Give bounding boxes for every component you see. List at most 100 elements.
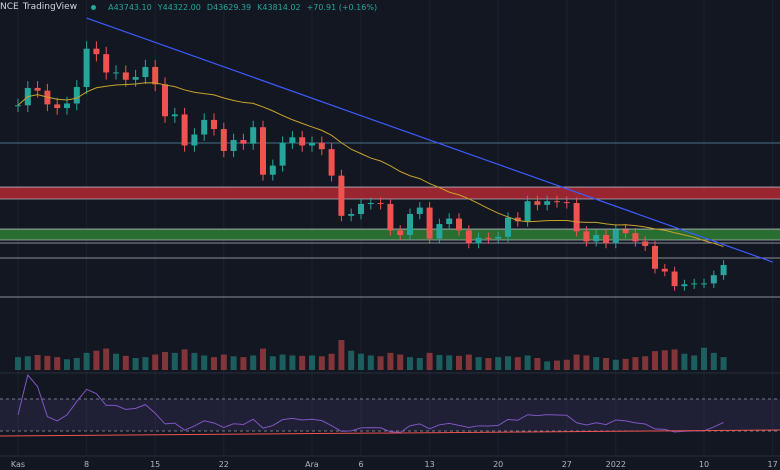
candle-body <box>593 234 600 242</box>
volume-bar <box>652 351 658 370</box>
candle-body <box>103 54 110 73</box>
time-axis-label: 13 <box>425 460 435 469</box>
volume-bar <box>524 355 531 370</box>
candle-body <box>348 213 355 216</box>
candle-body <box>73 87 80 104</box>
volume-bar <box>269 356 276 370</box>
candle-body <box>338 175 345 216</box>
volume-bar <box>495 357 502 370</box>
candle-body <box>573 203 580 232</box>
time-axis-label: Ara <box>305 460 319 469</box>
volume-bar <box>122 355 129 370</box>
time-axis-label: 6 <box>358 460 363 469</box>
candle-body <box>15 105 21 107</box>
candle-body <box>661 268 668 272</box>
candle-body <box>505 217 511 237</box>
volume-bar <box>318 356 325 370</box>
time-axis-label: 10 <box>699 460 709 469</box>
candle-body <box>387 203 394 231</box>
volume-bar <box>407 357 413 370</box>
candle-body <box>279 142 286 166</box>
volume-bar <box>191 352 198 370</box>
candle-body <box>367 203 374 205</box>
rsi-band <box>0 399 780 431</box>
candle-body <box>524 201 531 222</box>
volume-bar <box>573 354 580 370</box>
volume-bar <box>211 357 217 370</box>
candle-body <box>309 142 315 146</box>
volume-bar <box>691 355 698 370</box>
candle-body <box>426 207 433 239</box>
candle-body <box>377 203 384 205</box>
volume-bar <box>34 355 41 370</box>
candle-body <box>220 129 227 151</box>
candle-body <box>583 231 590 242</box>
candle-body <box>201 119 208 135</box>
candle-body <box>446 218 453 225</box>
volume-bar <box>544 361 551 370</box>
volume-bar <box>436 355 443 370</box>
source: TradingView <box>22 2 78 12</box>
candle-body <box>534 201 541 205</box>
candle-body <box>514 217 521 222</box>
volume-bar <box>387 352 394 370</box>
volume-bar <box>671 349 678 370</box>
volume-bar <box>83 352 90 370</box>
volume-bar <box>377 356 384 370</box>
volume-bar <box>93 350 100 370</box>
volume-bar <box>113 353 119 370</box>
volume-bar <box>583 355 590 370</box>
candle-body <box>318 142 325 150</box>
volume-bar <box>260 348 266 370</box>
candle-body <box>211 119 217 130</box>
time-axis-label: 2022 <box>606 460 626 469</box>
volume-bar <box>446 355 453 370</box>
volume-bar <box>465 354 472 370</box>
volume-bar <box>681 353 688 370</box>
volume-bar <box>416 358 423 370</box>
candle-body <box>632 233 639 242</box>
candle-body <box>397 230 404 235</box>
candle-body <box>132 77 139 80</box>
volume-bar <box>162 352 168 370</box>
candle-body <box>122 72 129 80</box>
volume-bar <box>328 353 335 370</box>
time-axis-label: 17 <box>768 460 778 469</box>
time-axis-label: 27 <box>562 460 572 469</box>
volume-bar <box>44 355 51 370</box>
volume-bar <box>701 347 707 370</box>
volume-bar <box>720 357 727 370</box>
candle-body <box>456 218 462 231</box>
volume-bar <box>622 358 629 370</box>
time-axis-label: Kas <box>11 460 25 469</box>
volume-bar <box>554 360 560 370</box>
ohlc-close: K43814.02 <box>257 2 301 12</box>
candle-body <box>671 271 678 287</box>
volume-bar <box>367 355 374 370</box>
candle-body <box>191 134 198 146</box>
candle-body <box>240 140 247 144</box>
candle-body <box>142 66 149 77</box>
status-dot-icon <box>91 4 97 10</box>
volume-bar <box>73 358 80 370</box>
candle-body <box>407 213 413 235</box>
ohlc-open: A43743.10 <box>108 2 152 12</box>
volume-bar <box>514 357 521 370</box>
volume-bar <box>171 352 178 370</box>
volume-bar <box>603 358 609 370</box>
volume-bar <box>612 359 619 370</box>
candle-body <box>83 48 90 88</box>
candle-body <box>563 202 570 204</box>
volume-bar <box>240 357 247 370</box>
volume-bar <box>142 357 149 370</box>
volume-bar <box>632 357 639 370</box>
volume-bar <box>279 354 286 370</box>
volume-bar <box>710 352 717 370</box>
candle-body <box>299 137 306 146</box>
time-axis-label: 22 <box>219 460 229 469</box>
candle-body <box>162 84 168 117</box>
volume-bar <box>289 355 296 370</box>
volume-bar <box>642 356 649 370</box>
resistance-zone <box>0 187 780 200</box>
